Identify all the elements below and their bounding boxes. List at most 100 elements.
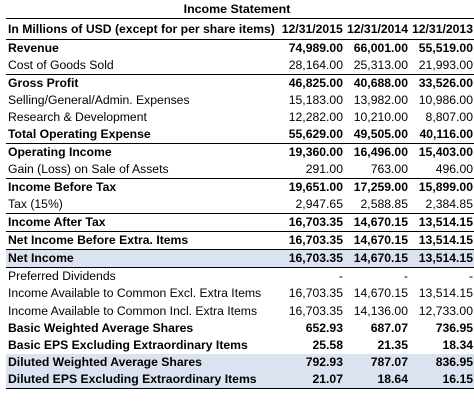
row-value: 21.07 bbox=[279, 371, 345, 390]
row-value: 16,703.35 bbox=[288, 286, 343, 301]
row-value: 16,703.35 bbox=[279, 213, 345, 232]
row-value: 16,496.00 bbox=[344, 143, 410, 162]
table-row: Cost of Goods Sold 28,164.00 25,313.00 21,9… bbox=[6, 57, 474, 75]
row-label: Income Available to Common Excl. Extra I… bbox=[8, 286, 262, 301]
row-value: 14,670.15 bbox=[344, 231, 410, 250]
row-value: 16,703.35 bbox=[279, 249, 345, 268]
row-value: 13,514.15 bbox=[418, 286, 473, 301]
row-value: 14,136.00 bbox=[353, 303, 408, 318]
row-value: 14,670.15 bbox=[344, 213, 410, 232]
row-label: Gain (Loss) on Sale of Assets bbox=[8, 162, 169, 177]
sheet-title: Income Statement bbox=[183, 2, 291, 16]
row-label: Income Before Tax bbox=[6, 178, 280, 197]
table-row: Income Available to Common Incl. Extra I… bbox=[6, 303, 474, 320]
table-row: Gain (Loss) on Sale of Assets 291.00 763.0… bbox=[6, 161, 474, 179]
table-row: Preferred Dividends - - - bbox=[6, 267, 474, 286]
row-value: 28,164.00 bbox=[288, 58, 343, 72]
row-value: 792.93 bbox=[279, 354, 345, 372]
row-value: 8,807.00 bbox=[425, 110, 473, 125]
row-value: 46,825.00 bbox=[279, 74, 345, 92]
row-value: 12,733.00 bbox=[418, 303, 473, 318]
table-row: Net Income Before Extra. Items 16,703.35 1… bbox=[6, 231, 474, 250]
table-row: Net Income 16,703.35 14,670.15 13,514.15 bbox=[6, 249, 474, 268]
row-value: 25.58 bbox=[312, 338, 343, 353]
row-value: 13,514.15 bbox=[409, 249, 474, 268]
table-row: Income After Tax 16,703.35 14,670.15 13,514… bbox=[6, 213, 474, 232]
row-value: 55,519.00 bbox=[418, 41, 473, 55]
row-value: 13,514.15 bbox=[409, 213, 474, 232]
row-label: Selling/General/Admin. Expenses bbox=[8, 93, 190, 108]
table-row: Gross Profit 46,825.00 40,688.00 33,526.00 bbox=[6, 74, 474, 92]
row-label: Net Income bbox=[6, 249, 280, 268]
header-label: In Millions of USD (except for per share… bbox=[6, 18, 280, 40]
row-value: 13,982.00 bbox=[353, 93, 408, 108]
row-label: Basic Weighted Average Shares bbox=[8, 320, 194, 335]
row-value: 10,210.00 bbox=[353, 110, 408, 125]
row-label: Diluted Weighted Average Shares bbox=[6, 354, 280, 372]
row-label: Gross Profit bbox=[6, 74, 280, 92]
table-row: Research & Development 12,282.00 10,210.00… bbox=[6, 109, 474, 126]
row-value: 10,986.00 bbox=[418, 93, 473, 108]
row-value: 12,282.00 bbox=[288, 110, 343, 125]
row-label: Revenue bbox=[8, 41, 59, 55]
row-value: - bbox=[279, 267, 345, 286]
table-row: Income Available to Common Excl. Extra I… bbox=[6, 285, 474, 302]
row-label: Net Income Before Extra. Items bbox=[6, 231, 280, 250]
row-value: 49,505.00 bbox=[353, 127, 408, 142]
row-value: 40,688.00 bbox=[344, 74, 410, 92]
table-row: Selling/General/Admin. Expenses 15,183.00… bbox=[6, 92, 474, 109]
row-value: 787.07 bbox=[344, 354, 410, 372]
header-row: In Millions of USD (except for per share… bbox=[6, 18, 474, 40]
row-value: 2,588.85 bbox=[360, 197, 408, 212]
row-value: 55,629.00 bbox=[288, 127, 343, 142]
row-label: Cost of Goods Sold bbox=[8, 58, 114, 72]
table-row: Revenue 74,989.00 66,001.00 55,519.00 bbox=[6, 40, 474, 58]
table-row: Operating Income 19,360.00 16,496.00 15,403… bbox=[6, 143, 474, 162]
row-value: 19,651.00 bbox=[279, 178, 345, 197]
row-value: 652.93 bbox=[305, 320, 343, 335]
row-value: 18.64 bbox=[344, 371, 410, 390]
row-value: 74,989.00 bbox=[288, 41, 343, 55]
row-value: 15,183.00 bbox=[288, 93, 343, 108]
row-value: 13,514.15 bbox=[409, 231, 474, 250]
row-value: 66,001.00 bbox=[353, 41, 408, 55]
row-value: 763.00 bbox=[370, 162, 408, 177]
row-value: - bbox=[409, 267, 474, 286]
row-value: 16,703.35 bbox=[288, 303, 343, 318]
row-value: 687.07 bbox=[370, 320, 408, 335]
row-value: 14,670.15 bbox=[353, 286, 408, 301]
row-label: Research & Development bbox=[8, 110, 147, 125]
row-label: Income Available to Common Incl. Extra I… bbox=[8, 303, 258, 318]
row-value: 14,670.15 bbox=[344, 249, 410, 268]
table-row: Basic Weighted Average Shares 652.93 687.0… bbox=[6, 320, 474, 337]
row-value: 40,116.00 bbox=[419, 127, 473, 142]
row-label: Tax (15%) bbox=[8, 197, 63, 212]
table-row: Total Operating Expense 55,629.00 49,505.0… bbox=[6, 126, 474, 144]
row-value: 16,703.35 bbox=[279, 231, 345, 250]
row-label: Income After Tax bbox=[6, 213, 280, 232]
row-value: 33,526.00 bbox=[409, 74, 474, 92]
row-value: 25,313.00 bbox=[353, 58, 408, 72]
row-label: Basic EPS Excluding Extraordinary Items bbox=[8, 338, 248, 353]
table-row: Basic EPS Excluding Extraordinary Items 2… bbox=[6, 337, 474, 354]
row-value: 16.15 bbox=[409, 371, 474, 390]
row-value: 21,993.00 bbox=[418, 58, 473, 72]
header-date-2015: 12/31/2015 bbox=[279, 18, 345, 40]
table-row: Diluted Weighted Average Shares 792.93 787… bbox=[6, 354, 474, 372]
header-date-2014: 12/31/2014 bbox=[344, 18, 410, 40]
table-row: Income Before Tax 19,651.00 17,259.00 15,89… bbox=[6, 178, 474, 197]
title-row: Income Statement bbox=[0, 0, 474, 18]
row-value: 18.34 bbox=[442, 338, 474, 353]
row-value: 291.00 bbox=[305, 162, 343, 177]
table-row: Diluted EPS Excluding Extraordinary Item… bbox=[6, 371, 474, 390]
row-label: Preferred Dividends bbox=[6, 267, 280, 286]
row-value: 2,947.65 bbox=[295, 197, 343, 212]
row-value: 19,360.00 bbox=[279, 143, 345, 162]
row-value: 17,259.00 bbox=[344, 178, 410, 197]
row-label: Diluted EPS Excluding Extraordinary Item… bbox=[6, 371, 280, 390]
row-value: 15,403.00 bbox=[409, 143, 474, 162]
row-label: Operating Income bbox=[6, 143, 280, 162]
row-value: - bbox=[344, 267, 410, 286]
row-value: 2,384.85 bbox=[425, 197, 473, 212]
